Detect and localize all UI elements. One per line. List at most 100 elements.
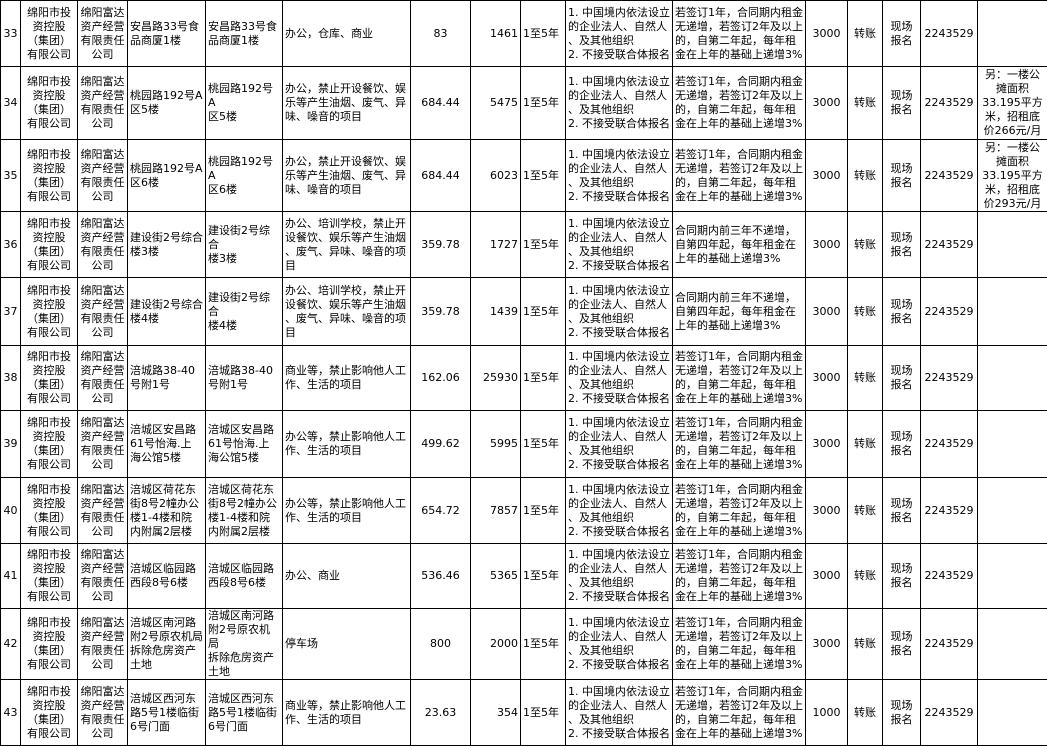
cell-deposit: 3000	[806, 478, 848, 544]
cell-remarks	[978, 609, 1047, 680]
cell-term: 1至5年	[521, 680, 566, 746]
cell-registration: 现场 报名	[883, 1, 921, 67]
cell-increase: 若签订1年，合同期内租金 无递增，若签订2年及以上 的，自第二年起，每年租 金在…	[673, 680, 806, 746]
cell-conditions: 1. 中国境内依法设立 的企业法人、自然人 、及其他组织 2. 不接受联合体报名	[566, 478, 673, 544]
cell-usage: 办公等，禁止影响他人工 作、生活的项目	[283, 411, 411, 478]
cell-remarks	[978, 478, 1047, 544]
cell-deposit: 3000	[806, 411, 848, 478]
cell-no: 38	[1, 346, 21, 411]
cell-remarks	[978, 278, 1047, 346]
cell-increase: 若签订1年，合同期内租金 无递增，若签订2年及以上 的，自第二年起，每年租 金在…	[673, 609, 806, 680]
cell-increase: 合同期内前三年不递增， 自第四年起，每年租金在 上年的基础上递增3%	[673, 212, 806, 278]
cell-conditions: 1. 中国境内依法设立 的企业法人、自然人 、及其他组织 2. 不接受联合体报名	[566, 278, 673, 346]
cell-price: 25930	[471, 346, 521, 411]
cell-deposit: 3000	[806, 67, 848, 140]
cell-conditions: 1. 中国境内依法设立 的企业法人、自然人 、及其他组织 2. 不接受联合体报名	[566, 609, 673, 680]
cell-registration: 现场 报名	[883, 278, 921, 346]
cell-increase: 若签订1年，合同期内租金 无递增，若签订2年及以上 的，自第二年起，每年租 金在…	[673, 544, 806, 609]
cell-payment: 转账	[848, 67, 883, 140]
cell-increase: 若签订1年，合同期内租金 无递增，若签订2年及以上 的，自第二年起，每年租 金在…	[673, 1, 806, 67]
cell-remarks	[978, 680, 1047, 746]
cell-remarks: 另：一楼公 摊面积 33.195平方 米，招租底 价266元/月	[978, 67, 1047, 140]
cell-conditions: 1. 中国境内依法设立 的企业法人、自然人 、及其他组织 2. 不接受联合体报名	[566, 544, 673, 609]
cell-no: 37	[1, 278, 21, 346]
cell-address: 安昌路33号食 品商厦1楼	[206, 1, 283, 67]
cell-company: 绵阳富达 资产经营 有限责任 公司	[78, 1, 128, 67]
cell-no: 40	[1, 478, 21, 544]
cell-payment: 转账	[848, 1, 883, 67]
cell-registration: 现场 报名	[883, 411, 921, 478]
cell-owner: 绵阳市投 资控股 （集团） 有限公司	[21, 67, 78, 140]
cell-owner: 绵阳市投 资控股 （集团） 有限公司	[21, 278, 78, 346]
cell-term: 1至5年	[521, 346, 566, 411]
cell-deposit: 3000	[806, 609, 848, 680]
cell-owner: 绵阳市投 资控股 （集团） 有限公司	[21, 411, 78, 478]
cell-location: 建设街2号综合 楼3楼	[128, 212, 206, 278]
cell-owner: 绵阳市投 资控股 （集团） 有限公司	[21, 609, 78, 680]
cell-location: 建设街2号综合 楼4楼	[128, 278, 206, 346]
cell-payment: 转账	[848, 478, 883, 544]
cell-owner: 绵阳市投 资控股 （集团） 有限公司	[21, 1, 78, 67]
cell-company: 绵阳富达 资产经营 有限责任 公司	[78, 680, 128, 746]
cell-deposit: 3000	[806, 1, 848, 67]
cell-term: 1至5年	[521, 478, 566, 544]
cell-phone: 2243529	[921, 212, 978, 278]
cell-payment: 转账	[848, 140, 883, 212]
cell-usage: 办公，禁止开设餐饮、娱 乐等产生油烟、废气、异 味、噪音的项目	[283, 67, 411, 140]
cell-address: 涪城路38-40 号附1号	[206, 346, 283, 411]
cell-phone: 2243529	[921, 140, 978, 212]
cell-phone: 2243529	[921, 346, 978, 411]
cell-usage: 办公，禁止开设餐饮、娱 乐等产生油烟、废气、异 味、噪音的项目	[283, 140, 411, 212]
cell-deposit: 3000	[806, 278, 848, 346]
cell-address: 建设街2号综合 楼3楼	[206, 212, 283, 278]
cell-company: 绵阳富达 资产经营 有限责任 公司	[78, 278, 128, 346]
cell-increase: 若签订1年，合同期内租金 无递增，若签订2年及以上 的，自第二年起，每年租 金在…	[673, 67, 806, 140]
cell-price: 1461	[471, 1, 521, 67]
cell-price: 5365	[471, 544, 521, 609]
cell-location: 涪城路38-40 号附1号	[128, 346, 206, 411]
cell-conditions: 1. 中国境内依法设立 的企业法人、自然人 、及其他组织 2. 不接受联合体报名	[566, 212, 673, 278]
cell-phone: 2243529	[921, 544, 978, 609]
cell-phone: 2243529	[921, 1, 978, 67]
cell-owner: 绵阳市投 资控股 （集团） 有限公司	[21, 346, 78, 411]
cell-payment: 转账	[848, 609, 883, 680]
cell-company: 绵阳富达 资产经营 有限责任 公司	[78, 478, 128, 544]
cell-owner: 绵阳市投 资控股 （集团） 有限公司	[21, 544, 78, 609]
cell-remarks	[978, 212, 1047, 278]
cell-term: 1至5年	[521, 67, 566, 140]
cell-deposit: 3000	[806, 212, 848, 278]
cell-location: 涪城区临园路 西段8号6楼	[128, 544, 206, 609]
cell-area: 23.63	[411, 680, 471, 746]
cell-term: 1至5年	[521, 544, 566, 609]
cell-deposit: 3000	[806, 544, 848, 609]
cell-conditions: 1. 中国境内依法设立 的企业法人、自然人 、及其他组织 2. 不接受联合体报名	[566, 411, 673, 478]
cell-remarks: 另：一楼公 摊面积 33.195平方 米，招租底 价293元/月	[978, 140, 1047, 212]
cell-price: 2000	[471, 609, 521, 680]
cell-address: 涪城区西河东 路5号1楼临街 6号门面	[206, 680, 283, 746]
cell-area: 800	[411, 609, 471, 680]
cell-address: 涪城区临园路 西段8号6楼	[206, 544, 283, 609]
cell-increase: 若签订1年，合同期内租金 无递增，若签订2年及以上 的，自第二年起，每年租 金在…	[673, 411, 806, 478]
cell-address: 涪城区荷花东 街8号2幢办公 楼1-4楼和院 内附属2层楼	[206, 478, 283, 544]
cell-area: 359.78	[411, 212, 471, 278]
cell-owner: 绵阳市投 资控股 （集团） 有限公司	[21, 140, 78, 212]
cell-area: 499.62	[411, 411, 471, 478]
cell-price: 354	[471, 680, 521, 746]
cell-phone: 2243529	[921, 609, 978, 680]
cell-no: 33	[1, 1, 21, 67]
cell-term: 1至5年	[521, 609, 566, 680]
cell-phone: 2243529	[921, 278, 978, 346]
cell-increase: 合同期内前三年不递增， 自第四年起，每年租金在 上年的基础上递增3%	[673, 278, 806, 346]
cell-address: 涪城区南河路 附2号原农机局 拆除危房资产 土地	[206, 609, 283, 680]
cell-no: 34	[1, 67, 21, 140]
cell-area: 359.78	[411, 278, 471, 346]
cell-no: 35	[1, 140, 21, 212]
cell-phone: 2243529	[921, 478, 978, 544]
cell-registration: 现场 报名	[883, 346, 921, 411]
